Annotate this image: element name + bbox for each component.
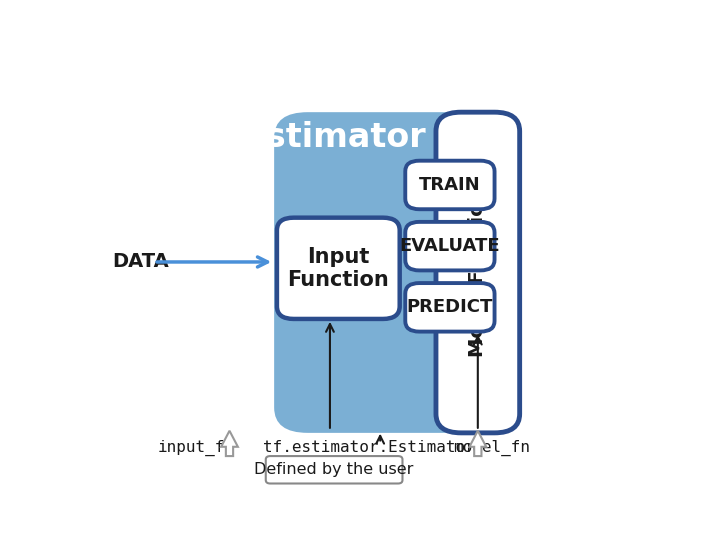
FancyBboxPatch shape xyxy=(405,283,495,332)
FancyBboxPatch shape xyxy=(277,218,400,319)
Polygon shape xyxy=(221,431,238,456)
Text: DATA: DATA xyxy=(112,253,169,271)
Text: TRAIN: TRAIN xyxy=(419,176,481,194)
Text: Defined by the user: Defined by the user xyxy=(254,463,414,477)
Text: Estimator: Estimator xyxy=(244,121,427,154)
Text: EVALUATE: EVALUATE xyxy=(400,237,500,255)
Text: Input
Function: Input Function xyxy=(287,247,390,290)
FancyBboxPatch shape xyxy=(405,222,495,270)
Polygon shape xyxy=(469,431,486,456)
Text: model_fn: model_fn xyxy=(454,439,530,456)
Text: Model Function: Model Function xyxy=(468,189,487,357)
FancyBboxPatch shape xyxy=(436,112,520,433)
Text: PREDICT: PREDICT xyxy=(407,298,493,316)
FancyBboxPatch shape xyxy=(274,112,486,433)
FancyBboxPatch shape xyxy=(266,456,402,483)
Text: input_fn: input_fn xyxy=(158,439,235,456)
Text: tf.estimator.Estimator: tf.estimator.Estimator xyxy=(263,440,475,455)
FancyBboxPatch shape xyxy=(405,161,495,209)
